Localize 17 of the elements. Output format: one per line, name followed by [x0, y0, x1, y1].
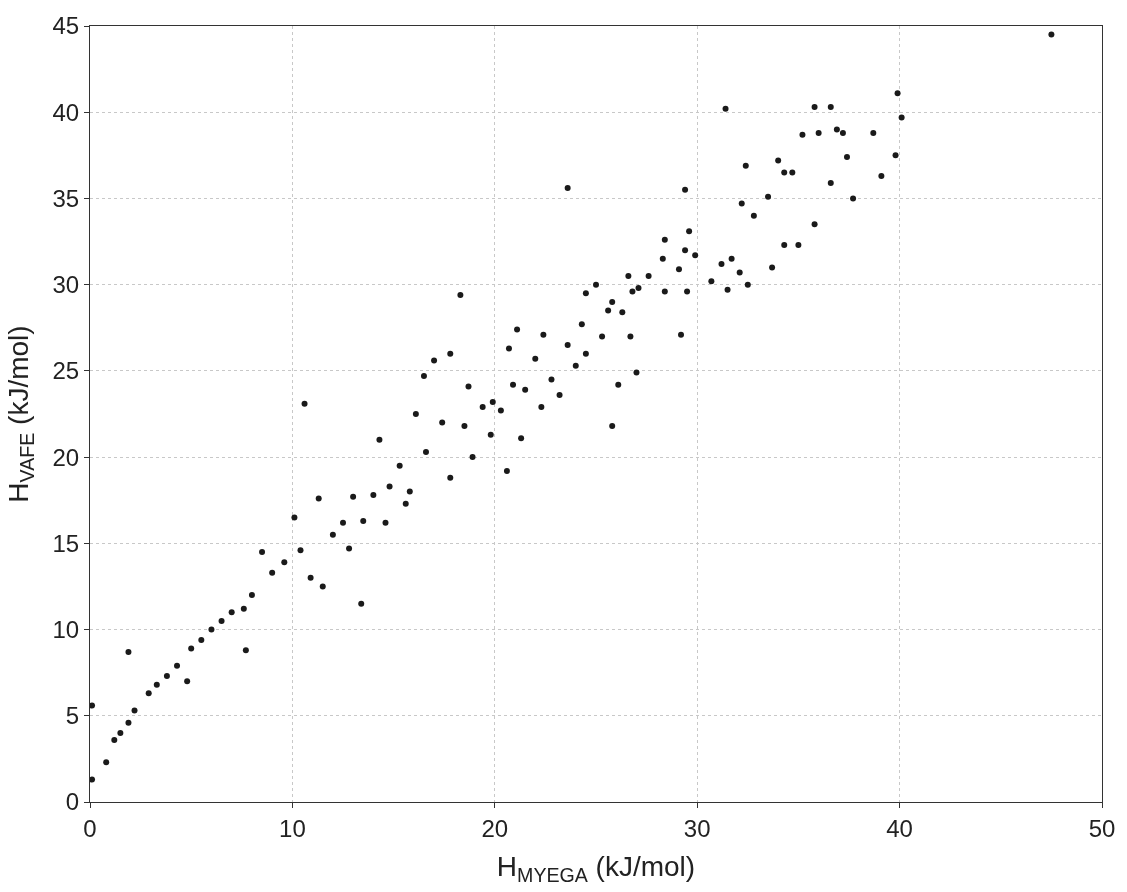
- x-tick-label: 0: [83, 814, 97, 842]
- y-tick-label: 20: [52, 443, 80, 471]
- y-tick-label: 25: [52, 357, 80, 385]
- y-tick-label: 15: [52, 529, 80, 557]
- y-tick-label: 35: [52, 184, 80, 212]
- y-tick-label: 30: [52, 271, 80, 299]
- y-tick-label: 10: [52, 615, 80, 643]
- x-axis-title: H$_{MYEGA}$ (kJ/mol): [496, 850, 696, 886]
- x-tick-label: 30: [683, 814, 711, 842]
- y-tick-label: 0: [65, 788, 80, 816]
- x-tick-label: 50: [1088, 814, 1116, 842]
- y-tick-label: 40: [52, 98, 80, 126]
- y-tick-label: 5: [65, 702, 80, 730]
- x-tick-label: 40: [886, 814, 913, 842]
- y-tick-label: 45: [52, 12, 80, 40]
- x-tick-label: 10: [279, 814, 306, 842]
- x-tick-label: 20: [481, 814, 509, 842]
